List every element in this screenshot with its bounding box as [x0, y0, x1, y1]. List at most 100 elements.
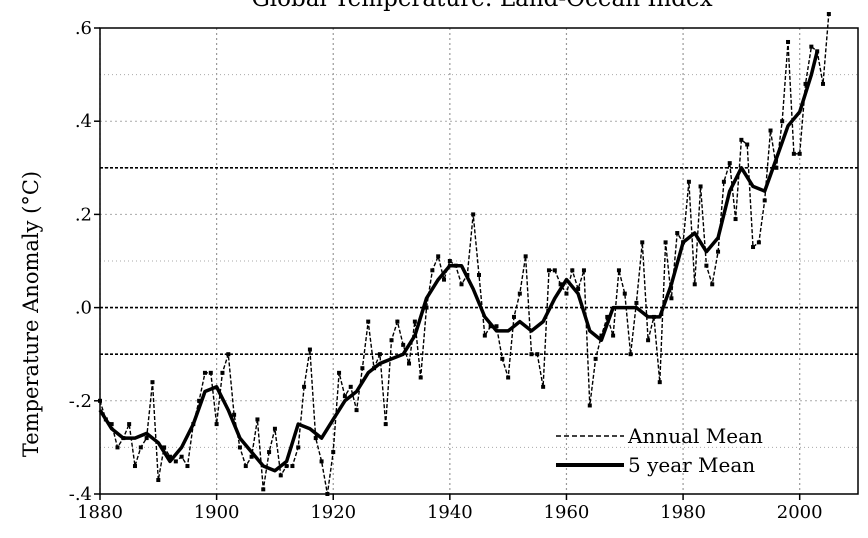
- annual-mean-point: [774, 165, 779, 170]
- chart-title: Global Temperature: Land-Ocean Index: [251, 0, 712, 12]
- annual-mean-point: [482, 333, 487, 338]
- annual-mean-point: [471, 212, 476, 217]
- x-tick-label: 2000: [777, 502, 823, 523]
- legend-5yr-label: 5 year Mean: [628, 453, 755, 477]
- annual-mean-point: [459, 282, 464, 287]
- annual-mean-point: [98, 398, 102, 403]
- annual-mean-point: [348, 384, 353, 389]
- annual-mean-point: [739, 137, 744, 142]
- annual-mean-point: [243, 464, 248, 469]
- annual-mean-point: [564, 291, 569, 296]
- annual-mean-point: [716, 249, 721, 254]
- y-tick-label: .2: [75, 204, 92, 225]
- annual-mean-point: [756, 240, 761, 245]
- annual-mean-point: [202, 370, 207, 375]
- annual-mean-point: [173, 459, 178, 464]
- annual-mean-point: [447, 259, 452, 263]
- annual-mean-point: [762, 198, 767, 203]
- annual-mean-point: [552, 268, 557, 273]
- annual-mean-point: [162, 445, 167, 450]
- annual-mean-point: [797, 151, 802, 156]
- annual-mean-point: [412, 319, 417, 324]
- annual-mean-point: [115, 445, 120, 450]
- series-layer: [98, 12, 831, 496]
- annual-mean-point: [611, 333, 616, 338]
- annual-mean-point: [500, 356, 505, 361]
- annual-mean-point: [541, 384, 546, 389]
- annual-mean-point: [109, 422, 114, 427]
- annual-mean-point: [179, 454, 184, 459]
- annual-mean-point: [442, 277, 447, 282]
- annual-mean-point: [313, 436, 318, 441]
- annual-mean-point: [354, 408, 359, 413]
- annual-mean-point: [546, 268, 551, 273]
- y-tick-label: .0: [75, 298, 92, 319]
- legend-annual-label: Annual Mean: [627, 424, 763, 448]
- x-tick-label: 1880: [77, 502, 123, 523]
- annual-mean-point: [477, 272, 481, 277]
- annual-mean-point: [261, 487, 266, 492]
- annual-mean-point: [127, 422, 132, 427]
- annual-mean-point: [646, 338, 651, 343]
- annual-mean-point: [506, 375, 511, 380]
- annual-mean-point: [436, 254, 441, 259]
- annual-mean-point: [529, 352, 534, 357]
- annual-mean-point: [669, 296, 674, 301]
- annual-mean-point: [197, 398, 202, 403]
- annual-mean-point: [167, 454, 172, 459]
- annual-mean-point: [272, 426, 277, 431]
- annual-mean-point: [587, 403, 592, 408]
- annual-mean-point: [138, 445, 143, 450]
- annual-mean-point: [220, 370, 225, 375]
- annual-mean-point: [331, 450, 336, 455]
- annual-mean-point: [523, 254, 528, 259]
- annual-mean-point: [156, 478, 161, 483]
- annual-mean-point: [692, 282, 697, 287]
- annual-mean-point: [581, 268, 586, 273]
- x-tick-label: 1920: [310, 502, 356, 523]
- annual-mean-point: [704, 263, 709, 268]
- annual-mean-point: [751, 245, 756, 250]
- annual-mean-point: [517, 291, 522, 296]
- annual-mean-point: [698, 184, 703, 189]
- legend: Annual Mean 5 year Mean: [556, 424, 763, 477]
- annual-mean-point: [622, 291, 627, 296]
- y-tick-label: .4: [75, 111, 92, 132]
- annual-mean-point: [727, 161, 732, 166]
- annual-mean-point: [640, 240, 645, 245]
- annual-mean-point: [821, 81, 826, 86]
- annual-mean-point: [430, 268, 435, 273]
- annual-mean-point: [803, 81, 808, 86]
- annual-mean-point: [185, 464, 190, 469]
- annual-mean-point: [249, 454, 254, 459]
- annual-mean-point: [278, 473, 283, 478]
- annual-mean-point: [826, 12, 831, 17]
- y-tick-label: .6: [75, 18, 92, 39]
- annual-mean-point: [307, 347, 312, 352]
- annual-mean-point: [296, 445, 301, 450]
- annual-mean-point: [576, 286, 581, 291]
- annual-mean-point: [208, 370, 213, 375]
- annual-mean-point: [675, 231, 680, 236]
- annual-mean-point: [226, 352, 231, 357]
- annual-mean-point: [628, 352, 633, 357]
- annual-mean-point: [267, 450, 272, 455]
- annual-mean-point: [593, 356, 598, 361]
- five-year-mean-line: [98, 50, 819, 473]
- annual-mean-point: [360, 366, 365, 371]
- annual-mean-point: [558, 282, 563, 287]
- annual-mean-point: [284, 464, 289, 469]
- annual-mean-point: [132, 464, 137, 469]
- annual-mean-point: [424, 305, 429, 310]
- x-tick-label: 1980: [660, 502, 706, 523]
- annual-mean-point: [686, 179, 691, 184]
- annual-mean-point: [535, 352, 540, 357]
- axis-ticks: 1880 1900 1920 1940 1960 1980 2000 -.4 -.2 .0 .2 .4…: [69, 18, 823, 523]
- annual-mean-point: [325, 492, 330, 496]
- annual-mean-point: [511, 314, 516, 319]
- x-tick-label: 1900: [194, 502, 240, 523]
- annual-mean-point: [232, 412, 237, 417]
- y-tick-label: -.4: [69, 484, 92, 505]
- annual-mean-point: [780, 119, 785, 124]
